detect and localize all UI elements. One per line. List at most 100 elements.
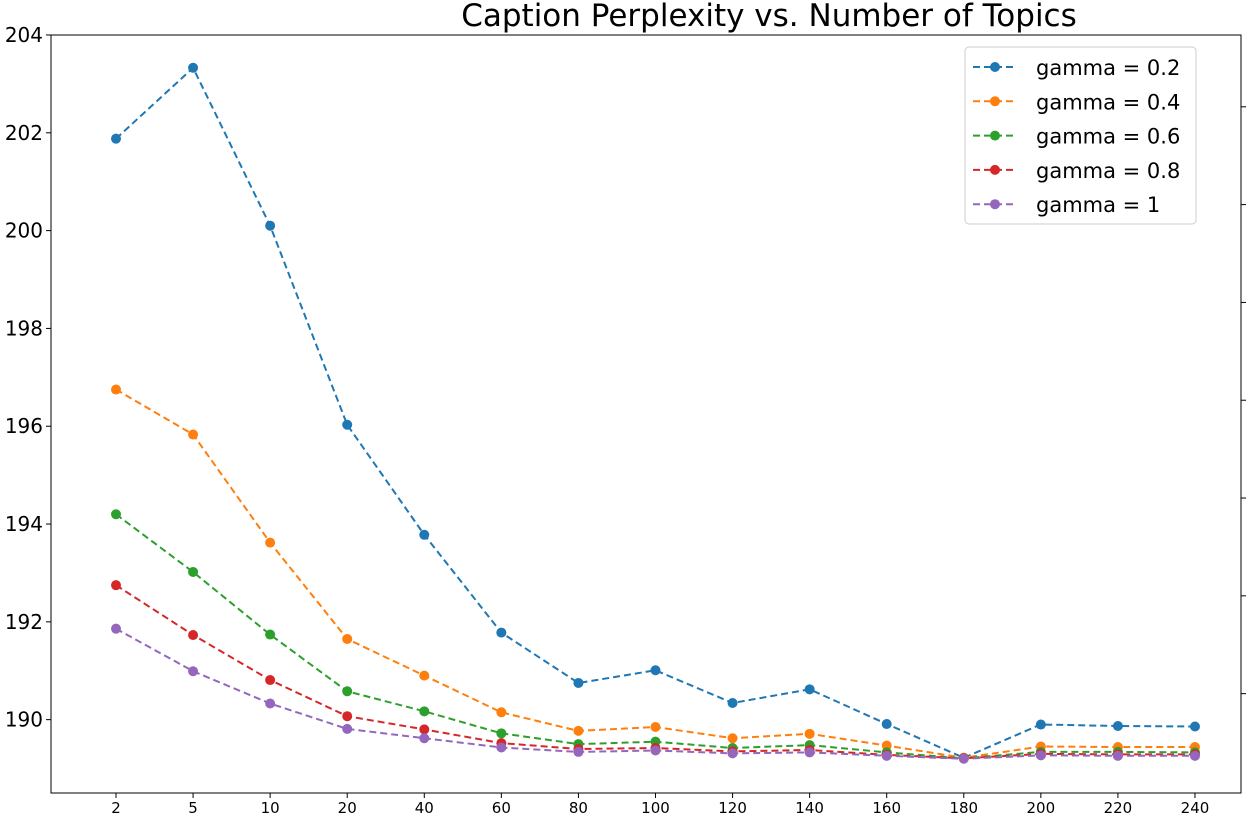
data-point: [265, 675, 276, 686]
series-1: [111, 62, 1200, 763]
x-tick-label: 200: [1027, 799, 1056, 815]
x-tick-label: 2: [111, 799, 121, 815]
y-tick-label: 192: [5, 610, 43, 634]
legend-label: gamma = 0.2: [1036, 56, 1180, 80]
data-point: [573, 746, 584, 757]
legend-entry: gamma = 0.8: [973, 159, 1180, 183]
legend-entry: gamma = 0.2: [973, 56, 1180, 80]
data-point: [1189, 721, 1200, 732]
data-point: [1035, 719, 1046, 730]
data-point: [496, 742, 507, 753]
x-tick-label: 5: [188, 799, 198, 815]
data-point: [111, 133, 121, 144]
x-tick-label: 60: [492, 799, 511, 815]
data-point: [727, 733, 738, 744]
x-tick-label: 120: [718, 799, 747, 815]
series-5: [111, 623, 1200, 764]
data-point: [573, 725, 584, 736]
data-point: [111, 580, 121, 591]
y-tick-label: 200: [5, 219, 43, 243]
y-tick-label: 196: [5, 414, 43, 438]
legend-entry: gamma = 0.4: [973, 90, 1180, 114]
data-point: [265, 698, 276, 709]
data-point: [804, 747, 815, 758]
data-point: [111, 623, 121, 634]
x-tick-label: 20: [338, 799, 357, 815]
data-point: [419, 529, 430, 540]
data-point: [727, 748, 738, 759]
legend-swatch-marker: [990, 62, 1000, 72]
x-tick-label: 100: [641, 799, 670, 815]
legend-label: gamma = 0.4: [1036, 90, 1180, 114]
data-point: [727, 698, 738, 709]
x-tick-label: 40: [415, 799, 434, 815]
data-point: [881, 719, 892, 730]
legend-swatch-marker: [990, 164, 1000, 175]
data-point: [188, 566, 199, 577]
data-point: [342, 686, 353, 697]
data-point: [342, 711, 353, 722]
data-point: [804, 684, 815, 695]
legend-label: gamma = 0.8: [1036, 159, 1180, 183]
axes-layer: 190 192 194 196 198 200 202 204 2 5 10 20 40 60 80 100 1…: [5, 23, 1246, 815]
data-point: [496, 707, 507, 718]
legend-entry: gamma = 1: [973, 193, 1160, 217]
data-point: [188, 630, 199, 641]
data-point: [265, 220, 276, 231]
data-point: [650, 665, 661, 676]
data-point: [496, 627, 507, 638]
y-tick-label: 204: [5, 23, 43, 47]
data-point: [342, 419, 353, 430]
data-point: [881, 740, 892, 751]
x-tick-label: 160: [872, 799, 901, 815]
data-point: [496, 728, 507, 739]
x-tick-label: 10: [261, 799, 280, 815]
legend-swatch-marker: [990, 96, 1000, 107]
legend: gamma = 0.2 gamma = 0.4 gamma = 0.6 gamma =…: [964, 46, 1197, 225]
data-point: [650, 721, 661, 732]
data-point: [419, 670, 430, 681]
legend-swatch-marker: [990, 199, 1000, 210]
data-point: [1112, 721, 1123, 732]
data-point: [342, 723, 353, 734]
x-tick-label: 220: [1104, 799, 1133, 815]
series-line: [115, 66, 1196, 759]
data-point: [188, 62, 199, 73]
data-point: [419, 706, 430, 717]
data-point: [881, 750, 892, 761]
chart-title: Caption Perplexity vs. Number of Topics: [461, 0, 1077, 34]
data-point: [342, 633, 353, 644]
data-point: [958, 753, 969, 764]
legend-box: [964, 46, 1197, 225]
data-point: [650, 745, 661, 756]
data-point: [188, 666, 199, 677]
data-point: [419, 733, 430, 744]
legend-entry: gamma = 0.6: [973, 125, 1180, 149]
data-point: [265, 537, 276, 548]
y-tick-label: 190: [5, 708, 43, 732]
data-point: [111, 384, 121, 395]
y-tick-label: 202: [5, 121, 43, 145]
x-tick-label: 80: [569, 799, 588, 815]
y-tick-label: 198: [5, 316, 43, 340]
legend-label: gamma = 0.6: [1036, 125, 1180, 149]
data-point: [265, 629, 276, 640]
y-tick-label: 194: [5, 512, 43, 536]
series-line: [115, 388, 1195, 759]
data-point: [1189, 750, 1200, 761]
x-tick-label: 140: [795, 799, 824, 815]
data-point: [111, 509, 121, 520]
x-tick-label: 180: [949, 799, 978, 815]
legend-label: gamma = 1: [1036, 193, 1160, 217]
data-point: [1035, 750, 1046, 761]
data-point: [573, 677, 584, 688]
legend-swatch-marker: [990, 130, 1000, 141]
x-tick-label: 240: [1181, 799, 1210, 815]
data-point: [419, 724, 430, 735]
data-point: [188, 429, 199, 440]
series-layer: [111, 62, 1200, 764]
data-point: [1112, 750, 1123, 761]
data-point: [804, 728, 815, 739]
plot-frame: [50, 34, 1242, 794]
